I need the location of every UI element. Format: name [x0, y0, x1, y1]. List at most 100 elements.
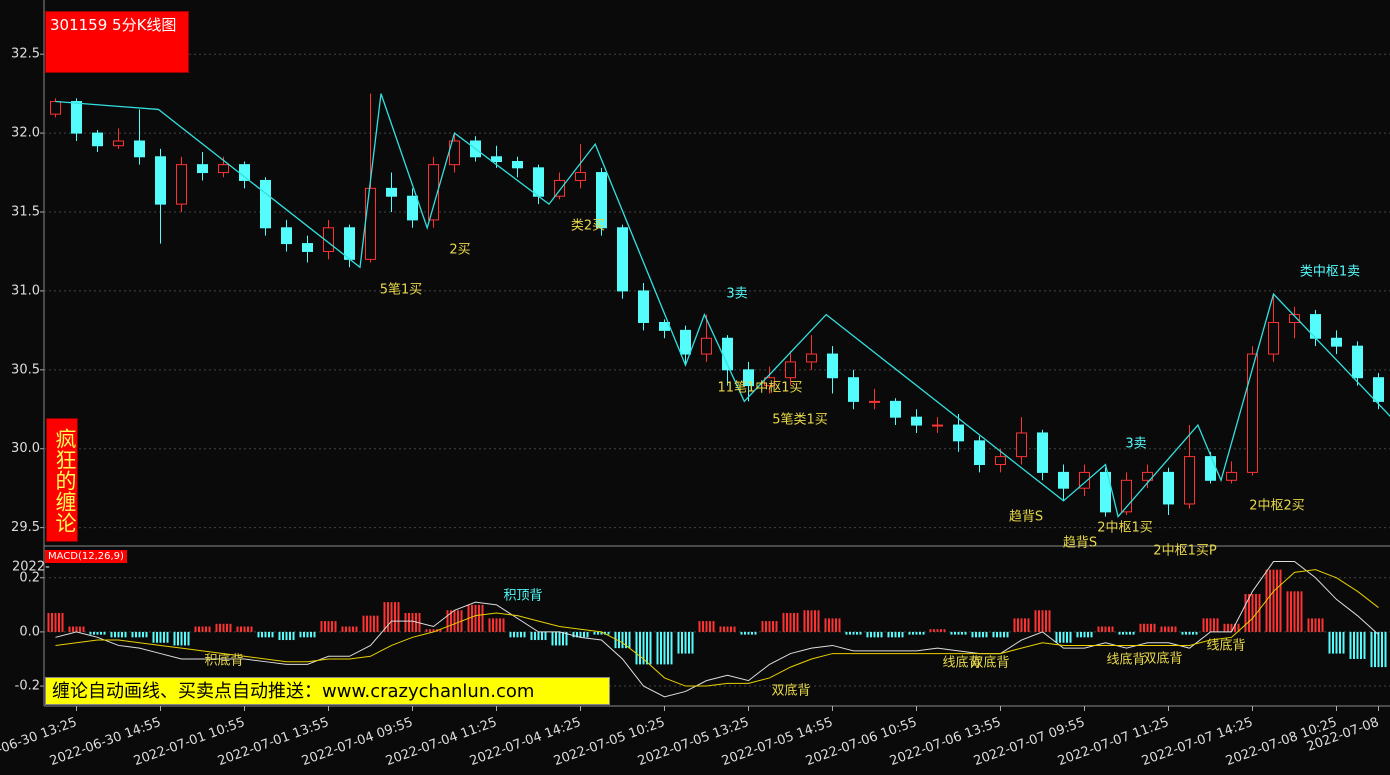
y-tick-label: 29.5: [11, 520, 40, 535]
candle-body: [890, 400, 901, 418]
candle-body: [428, 164, 439, 221]
candle-body: [260, 179, 271, 229]
annotation: 积底背: [204, 653, 243, 669]
candle-body: [281, 227, 292, 245]
annotation: 双底背: [771, 683, 810, 699]
dea-line: [55, 569, 1379, 687]
candle-body: [176, 164, 187, 205]
candle-body: [1163, 471, 1174, 505]
candle-body: [1268, 321, 1279, 355]
chart-title: 301159 5分K线图: [45, 11, 189, 73]
candle-body: [1373, 377, 1384, 402]
candle-body: [1289, 314, 1300, 323]
annotation: 5笔1买: [380, 282, 423, 298]
candle-body: [407, 195, 418, 221]
candle-body: [197, 164, 208, 174]
candle-body: [386, 187, 397, 197]
annotation: 积顶背: [503, 589, 542, 604]
candle-body: [533, 167, 544, 197]
candle-body: [596, 172, 607, 229]
candle-body: [113, 140, 124, 147]
candle-body: [239, 164, 250, 181]
annotation: 线底背: [1106, 652, 1145, 668]
y-tick-label: 31.0: [11, 283, 40, 298]
y-tick-label: 0.0: [19, 624, 40, 639]
candle-body: [1247, 353, 1258, 473]
candle-body: [92, 132, 103, 147]
candle-body: [1058, 471, 1069, 489]
y-tick-label: 32.0: [11, 126, 40, 141]
candle-body: [1331, 337, 1342, 347]
annotation: 2中枢2买: [1249, 499, 1305, 514]
annotation: 双底背: [970, 655, 1009, 671]
candle-body: [869, 400, 880, 403]
candle-body: [995, 456, 1006, 466]
candle-body: [365, 187, 376, 260]
candle-body: [701, 337, 712, 355]
candle-body: [1226, 471, 1237, 481]
candle-body: [50, 101, 61, 115]
macd-label: MACD(12,26,9): [45, 550, 127, 563]
annotation: 趋背S: [1063, 536, 1097, 551]
candle-body: [491, 156, 502, 163]
candle-body: [449, 140, 460, 166]
annotation: 11笔1中枢1买: [717, 380, 802, 396]
plot-area: [44, 53, 1390, 698]
annotation: 类中枢1卖: [1300, 265, 1360, 280]
candle-body: [680, 329, 691, 355]
y-tick-label: 0.2: [19, 570, 40, 585]
y-tick-label: 31.5: [11, 205, 40, 220]
candle-body: [1037, 432, 1048, 473]
candle-body: [134, 140, 145, 158]
annotation: 3卖: [1125, 437, 1146, 452]
candle-body: [155, 156, 166, 205]
annotation: 趋背S: [1009, 510, 1043, 525]
candle-body: [575, 172, 586, 181]
annotation: 2中枢1买P: [1153, 544, 1217, 559]
candle-body: [1079, 471, 1090, 489]
candle-body: [344, 227, 355, 260]
candle-body: [302, 243, 313, 252]
candle-body: [827, 353, 838, 379]
candle-body: [1121, 479, 1132, 513]
candle-body: [743, 369, 754, 387]
annotation: 线底背: [1206, 638, 1245, 654]
candle-body: [554, 179, 565, 197]
y-tick-label: -0.2: [15, 679, 40, 694]
candle-body: [218, 164, 229, 174]
clipped-label: 2022-: [12, 560, 50, 575]
candle-body: [71, 101, 82, 134]
candle-body: [323, 227, 334, 252]
y-tick-label: 32.5: [11, 47, 40, 62]
annotation: 线底背: [942, 655, 981, 671]
candle-body: [638, 290, 649, 323]
candle-body: [1184, 456, 1195, 505]
candle-body: [785, 361, 796, 379]
candle-body: [1352, 345, 1363, 379]
annotation: 2买: [449, 243, 470, 258]
annotation: 双底背: [1143, 651, 1182, 667]
candle-body: [953, 424, 964, 442]
annotation: 5笔类1买: [772, 412, 828, 428]
candle-body: [764, 377, 775, 387]
candle-body: [806, 353, 817, 363]
dif-line: [55, 561, 1379, 698]
stroke-line: [55, 93, 1390, 518]
banner: 缠论自动画线、买卖点自动推送：www.crazychanlun.com: [45, 677, 610, 705]
candle-body: [512, 161, 523, 169]
candle-body: [848, 377, 859, 402]
candle-body: [911, 416, 922, 426]
candle-body: [932, 424, 943, 427]
y-tick-label: 30.5: [11, 362, 40, 377]
side-label: 疯狂的缠论: [46, 418, 78, 542]
candle-body: [617, 227, 628, 292]
annotation: 类2买: [571, 219, 605, 234]
annotation: 3卖: [726, 287, 747, 302]
y-tick-label: 30.0: [11, 441, 40, 456]
annotation: 2中枢1买: [1097, 521, 1153, 536]
candle-body: [1205, 456, 1216, 481]
candle-body: [974, 440, 985, 466]
candle-body: [1016, 432, 1027, 458]
